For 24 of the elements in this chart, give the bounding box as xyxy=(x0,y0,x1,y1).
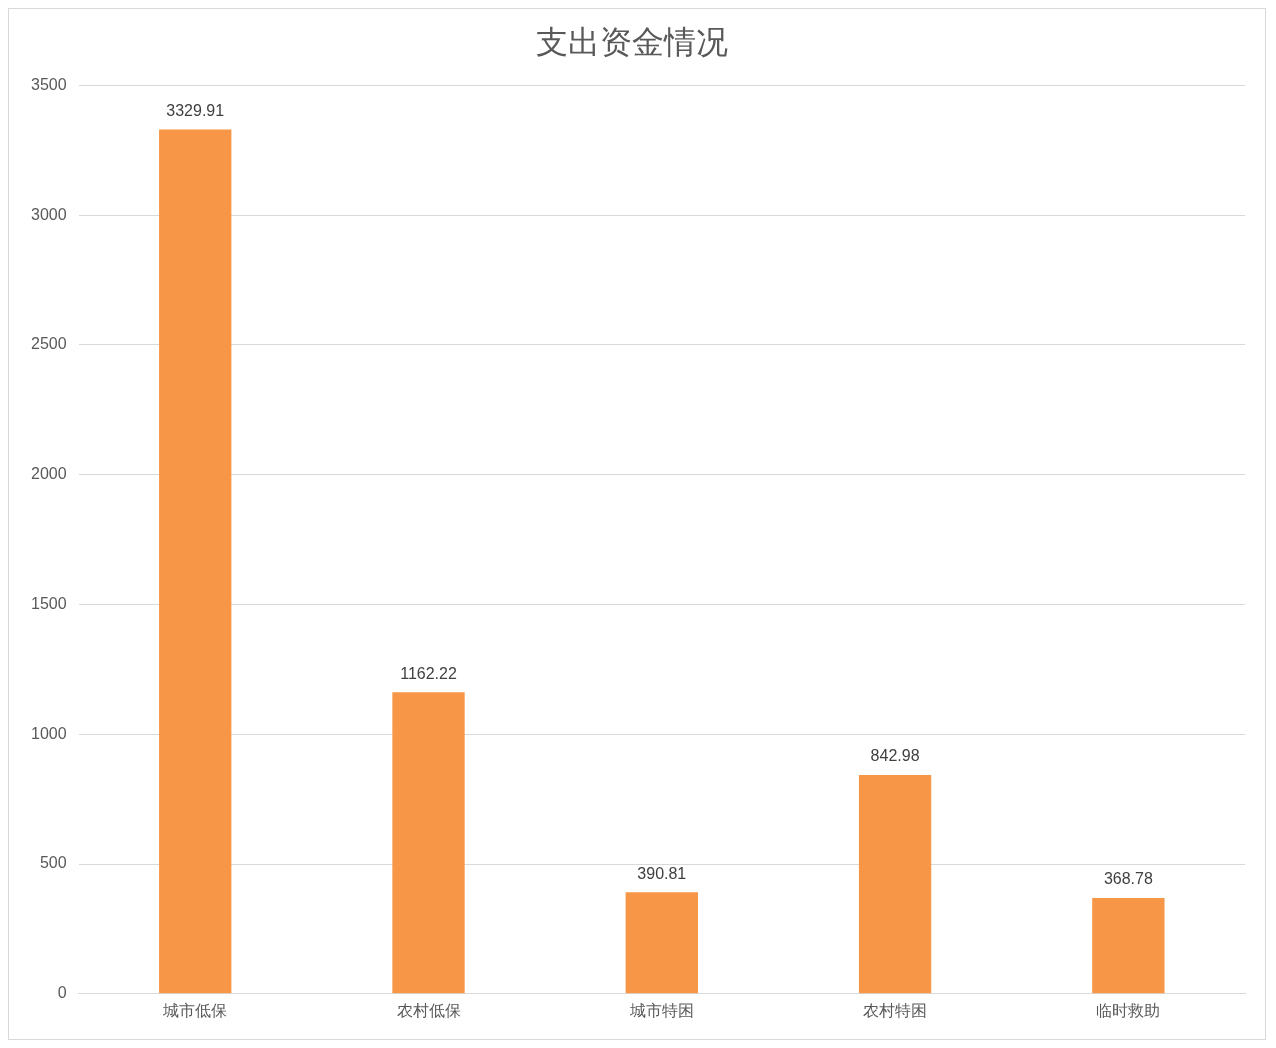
x-tick-label: 农村低保 xyxy=(396,1000,461,1020)
bar xyxy=(858,775,932,994)
y-tick-label: 1500 xyxy=(31,594,67,612)
data-label: 842.98 xyxy=(870,747,920,765)
x-tick-label: 城市低保 xyxy=(162,1000,228,1020)
x-tick-label: 临时救助 xyxy=(1096,1000,1161,1020)
y-tick-label: 1000 xyxy=(31,724,67,742)
y-tick-label: 3500 xyxy=(31,75,67,93)
y-tick-label: 0 xyxy=(57,984,67,1002)
data-label: 390.81 xyxy=(637,864,687,882)
data-label: 3329.91 xyxy=(166,101,225,119)
data-label: 368.78 xyxy=(1103,870,1153,888)
y-tick-label: 3000 xyxy=(31,205,67,223)
x-tick-label: 农村特困 xyxy=(863,1000,928,1020)
x-tick-label: 城市特困 xyxy=(628,1000,694,1020)
y-tick-label: 2000 xyxy=(31,465,67,483)
chart-title: 支出资金情况 xyxy=(536,22,728,61)
y-tick-label: 500 xyxy=(39,854,67,872)
bar xyxy=(1092,898,1165,994)
bar xyxy=(625,892,698,994)
bar xyxy=(159,129,232,994)
bar xyxy=(392,692,465,994)
y-tick-label: 2500 xyxy=(31,335,67,353)
data-label: 1162.22 xyxy=(400,664,457,682)
